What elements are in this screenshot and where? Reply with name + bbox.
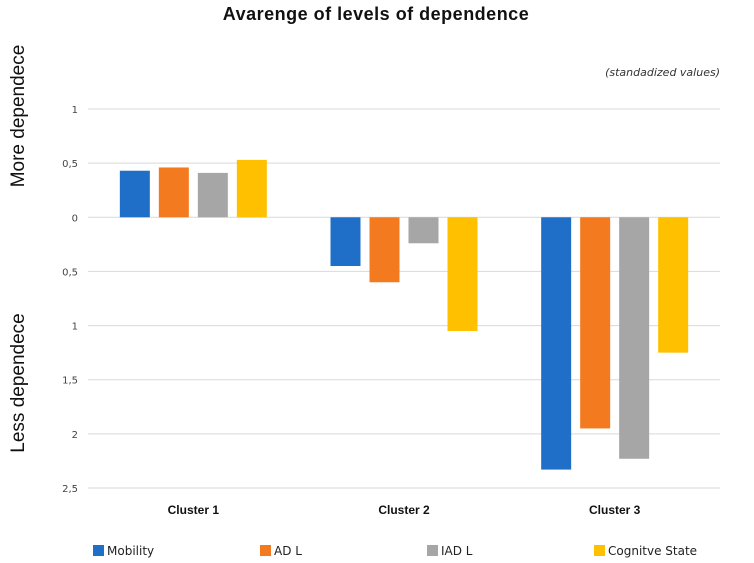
y-tick-label: 0 <box>72 213 78 224</box>
category-label: Cluster 2 <box>378 503 430 517</box>
legend: Mobility AD L IAD L Cognitve State <box>93 544 697 558</box>
y-tick-label: 1 <box>72 322 78 333</box>
y-tick-label: 1,5 <box>62 376 78 387</box>
legend-swatch <box>427 545 438 556</box>
legend-swatch <box>594 545 605 556</box>
legend-swatch <box>93 545 104 556</box>
legend-label: Cognitve State <box>608 544 697 558</box>
bar-iad-l-cluster-3 <box>619 217 650 459</box>
legend-label: AD L <box>274 544 302 558</box>
bars <box>119 159 689 470</box>
bar-mobility-cluster-1 <box>119 170 150 218</box>
gridlines <box>88 108 720 489</box>
y-label-more-dependence: More dependece <box>8 45 29 188</box>
bar-mobility-cluster-2 <box>330 217 361 267</box>
y-tick-label: 2,5 <box>62 484 78 495</box>
category-label: Cluster 1 <box>168 503 220 517</box>
bar-ad-l-cluster-1 <box>158 167 189 218</box>
bar-iad-l-cluster-2 <box>408 217 439 244</box>
y-label-less-dependence: Less dependece <box>8 313 29 452</box>
bar-mobility-cluster-3 <box>541 217 572 470</box>
legend-label: Mobility <box>107 544 154 558</box>
bar-ad-l-cluster-2 <box>369 217 400 283</box>
bar-cognitve-state-cluster-1 <box>236 159 267 218</box>
legend-label: IAD L <box>441 544 473 558</box>
x-axis-categories: Cluster 1 Cluster 2 Cluster 3 <box>168 503 641 517</box>
legend-swatch <box>260 545 271 556</box>
bar-iad-l-cluster-1 <box>197 172 228 218</box>
y-tick-label: 0,5 <box>62 159 78 170</box>
y-axis-ticks: 1 0,5 0 0,5 1 1,5 2 2,5 <box>62 105 78 495</box>
bar-ad-l-cluster-3 <box>580 217 611 429</box>
bar-cognitve-state-cluster-3 <box>658 217 689 353</box>
y-tick-label: 2 <box>72 430 78 441</box>
y-tick-label: 0,5 <box>62 267 78 278</box>
category-label: Cluster 3 <box>589 503 641 517</box>
y-tick-label: 1 <box>72 105 78 116</box>
bar-cognitve-state-cluster-2 <box>447 217 478 331</box>
chart-title: Avarenge of levels of dependence <box>223 4 529 24</box>
chart-subtitle: (standadized values) <box>605 66 720 79</box>
